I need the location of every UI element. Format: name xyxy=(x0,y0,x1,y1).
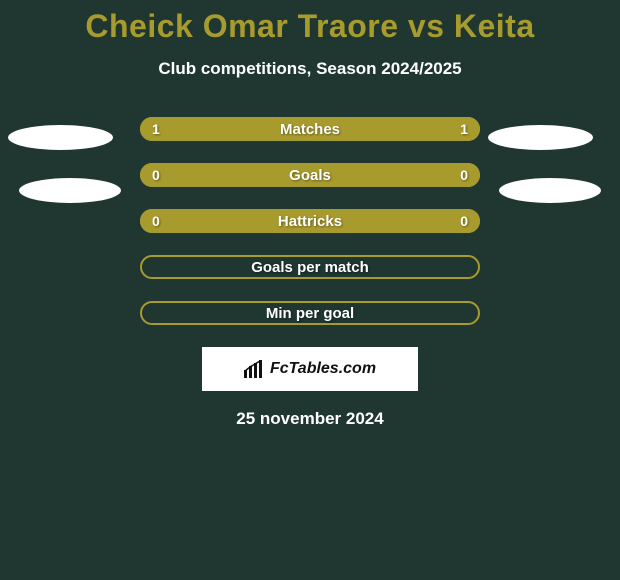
stat-bar: 0 0 Goals xyxy=(140,163,480,187)
stat-label: Matches xyxy=(280,121,340,138)
stat-value-left: 0 xyxy=(152,167,160,183)
widget-container: Cheick Omar Traore vs Keita Club competi… xyxy=(0,0,620,429)
stat-label: Hattricks xyxy=(278,213,342,230)
stat-row: 0 0 Hattricks xyxy=(0,209,620,233)
stat-label: Goals xyxy=(289,167,331,184)
player-ellipse xyxy=(19,178,121,203)
footer: FcTables.com 25 november 2024 xyxy=(0,347,620,429)
stat-row: Min per goal xyxy=(0,301,620,325)
player-ellipse xyxy=(488,125,593,150)
player-ellipse xyxy=(8,125,113,150)
stat-bar: Min per goal xyxy=(140,301,480,325)
date-text: 25 november 2024 xyxy=(0,409,620,429)
subtitle: Club competitions, Season 2024/2025 xyxy=(0,59,620,79)
stat-value-left: 0 xyxy=(152,213,160,229)
stat-value-right: 0 xyxy=(460,167,468,183)
page-title: Cheick Omar Traore vs Keita xyxy=(0,8,620,45)
stat-value-right: 0 xyxy=(460,213,468,229)
brand-box[interactable]: FcTables.com xyxy=(202,347,418,391)
stat-value-right: 1 xyxy=(460,121,468,137)
player-ellipse xyxy=(499,178,601,203)
stat-bar: 1 1 Matches xyxy=(140,117,480,141)
brand-text: FcTables.com xyxy=(270,360,376,378)
chart-icon xyxy=(244,360,264,378)
stat-value-left: 1 xyxy=(152,121,160,137)
stat-label: Min per goal xyxy=(266,305,354,322)
stat-row: Goals per match xyxy=(0,255,620,279)
stat-bar: 0 0 Hattricks xyxy=(140,209,480,233)
stat-bar: Goals per match xyxy=(140,255,480,279)
stat-label: Goals per match xyxy=(251,259,369,276)
